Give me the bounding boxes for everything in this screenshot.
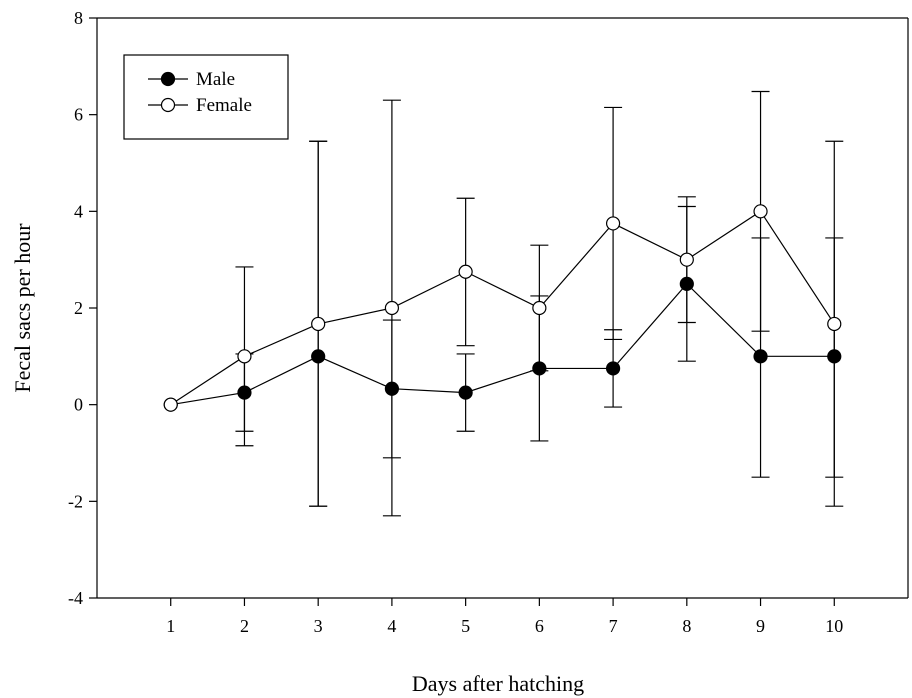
series-layer — [163, 90, 844, 517]
x-tick-label: 6 — [535, 616, 544, 636]
axes: -4 -2 0 2 4 6 8 1 2 3 4 5 6 7 8 9 10 — [68, 8, 909, 636]
data-point — [384, 300, 400, 316]
y-tick-label: 0 — [74, 395, 83, 415]
legend-label: Male — [196, 69, 235, 90]
legend-box — [123, 54, 289, 140]
data-point — [679, 276, 694, 291]
x-tick-label: 4 — [387, 616, 396, 636]
data-point — [311, 316, 326, 332]
data-point — [237, 385, 252, 400]
y-axis-title: Fecal sacs per hour — [10, 223, 35, 393]
x-tick-label: 5 — [461, 616, 470, 636]
y-tick-label: 2 — [74, 298, 83, 318]
markers-male — [163, 276, 842, 412]
y-tick-label: 4 — [74, 201, 83, 221]
data-point — [753, 349, 768, 364]
y-tick-label: 8 — [74, 8, 83, 28]
data-point — [384, 381, 400, 396]
x-tick-label: 7 — [609, 616, 618, 636]
markers-female — [163, 204, 842, 412]
data-point — [605, 361, 621, 376]
data-point — [458, 385, 473, 400]
x-tick-label: 1 — [166, 616, 175, 636]
y-tick-label: -2 — [68, 491, 83, 511]
x-tick-label: 10 — [825, 616, 843, 636]
legend: Male Female — [123, 54, 289, 140]
data-point — [532, 361, 547, 376]
data-point — [827, 316, 842, 332]
x-tick-label: 3 — [314, 616, 323, 636]
y-tick-label: -4 — [68, 588, 83, 608]
x-axis-title: Days after hatching — [412, 671, 584, 696]
x-tick-label: 9 — [756, 616, 765, 636]
x-tick-label: 8 — [682, 616, 691, 636]
data-point — [753, 204, 768, 219]
legend-marker — [160, 71, 176, 87]
legend-label: Female — [196, 95, 252, 116]
y-tick-label: 6 — [74, 105, 83, 125]
data-point — [163, 397, 178, 412]
data-point — [237, 349, 252, 364]
data-point — [311, 349, 326, 364]
data-point — [605, 216, 621, 231]
legend-marker — [160, 97, 176, 113]
data-point — [827, 349, 842, 364]
series-line-female — [170, 210, 835, 406]
series-line-male — [170, 282, 835, 406]
x-tick-label: 2 — [240, 616, 249, 636]
data-point — [679, 252, 694, 267]
data-point — [532, 300, 547, 316]
data-point — [458, 264, 473, 279]
